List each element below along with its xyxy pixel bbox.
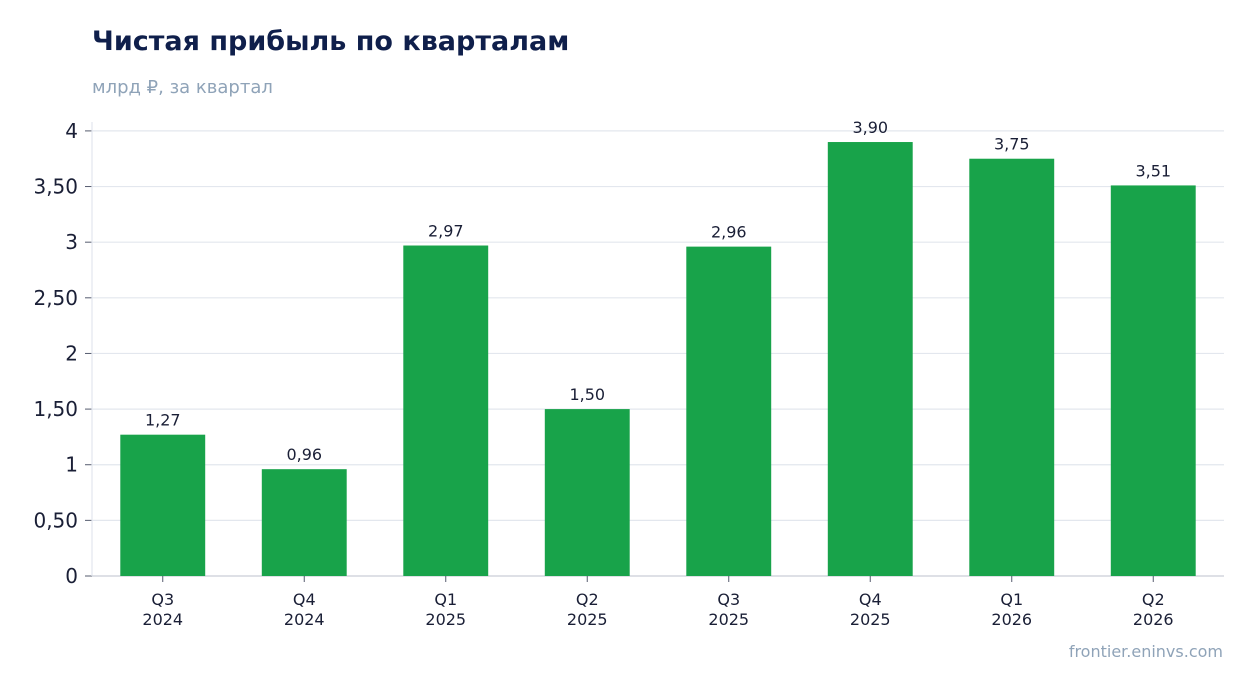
bar-value-label: 3,90 — [852, 118, 888, 137]
bar[interactable] — [544, 409, 630, 576]
x-tick-label-quarter: Q1 — [434, 590, 457, 609]
bar[interactable] — [686, 246, 772, 577]
y-tick-label: 2,50 — [33, 286, 78, 310]
y-tick-label: 1,50 — [33, 397, 78, 421]
chart-subtitle: млрд ₽, за квартал — [92, 77, 273, 98]
x-tick-label-year: 2025 — [425, 610, 466, 629]
x-tick-label-quarter: Q2 — [576, 590, 599, 609]
y-tick-label: 0,50 — [33, 508, 78, 532]
x-tick-label-year: 2026 — [1133, 610, 1174, 629]
x-tick-label-quarter: Q1 — [1000, 590, 1023, 609]
x-tick-label-quarter: Q4 — [293, 590, 316, 609]
bar[interactable] — [261, 469, 347, 576]
bar-value-label: 2,97 — [428, 222, 464, 241]
x-tick-label-year: 2026 — [991, 610, 1032, 629]
y-tick-label: 4 — [65, 119, 78, 143]
source-link[interactable]: frontier.eninvs.com — [1068, 642, 1223, 661]
bars — [120, 142, 1196, 577]
bar[interactable] — [403, 245, 489, 576]
x-tick-label-quarter: Q4 — [859, 590, 882, 609]
bar[interactable] — [1110, 185, 1196, 577]
x-tick-label-year: 2025 — [850, 610, 891, 629]
bar-value-label: 0,96 — [286, 445, 322, 464]
x-tick-label-year: 2025 — [567, 610, 608, 629]
x-tick-label-year: 2024 — [142, 610, 183, 629]
y-tick-label: 0 — [65, 564, 78, 588]
bar-value-label: 2,96 — [711, 223, 747, 242]
y-tick-label: 3,50 — [33, 175, 78, 199]
y-tick-label: 3 — [65, 230, 78, 254]
x-tick-label-year: 2024 — [284, 610, 325, 629]
x-tick-label-quarter: Q2 — [1142, 590, 1165, 609]
x-tick-label-quarter: Q3 — [717, 590, 740, 609]
bar[interactable] — [827, 142, 913, 576]
bar-value-label: 3,51 — [1135, 161, 1171, 180]
bar[interactable] — [120, 434, 206, 576]
bar[interactable] — [969, 158, 1055, 576]
y-tick-label: 1 — [65, 453, 78, 477]
labels: 00,5011,5022,5033,5041,27Q320240,96Q4202… — [33, 118, 1173, 629]
x-tick-label-year: 2025 — [708, 610, 749, 629]
bar-value-label: 3,75 — [994, 135, 1030, 154]
x-tick-label-quarter: Q3 — [151, 590, 174, 609]
bar-value-label: 1,50 — [569, 385, 605, 404]
chart-title: Чистая прибыль по кварталам — [92, 26, 570, 57]
bar-value-label: 1,27 — [145, 411, 181, 430]
y-tick-label: 2 — [65, 341, 78, 365]
